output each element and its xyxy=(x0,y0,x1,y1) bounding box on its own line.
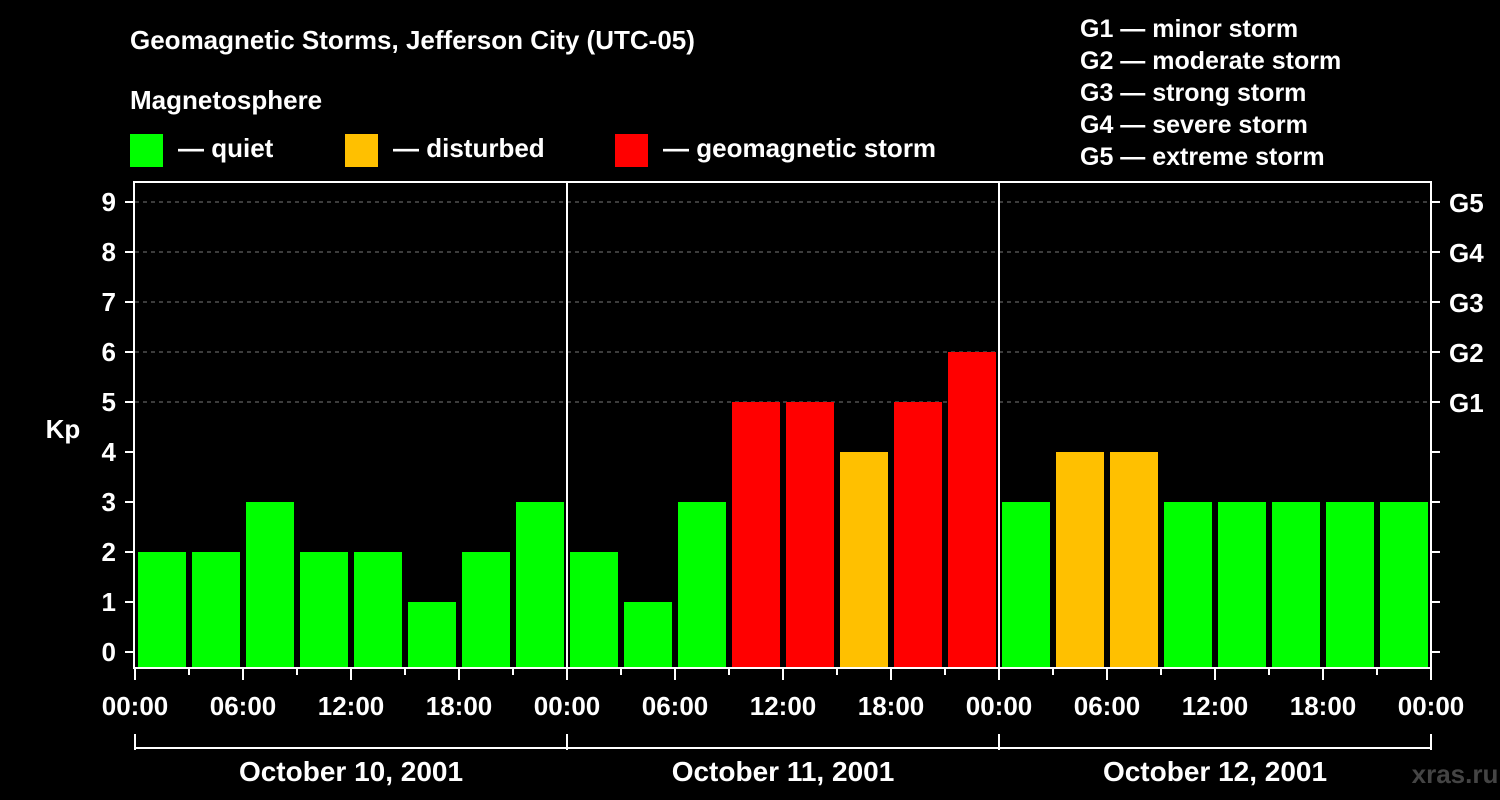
y-tick-label: 3 xyxy=(102,487,116,517)
kp-bar xyxy=(246,502,294,668)
kp-bar xyxy=(570,552,618,668)
date-label: October 12, 2001 xyxy=(1103,756,1327,787)
y-tick-label: 5 xyxy=(102,387,116,417)
watermark: xras.ru xyxy=(1412,759,1499,789)
y-tick-label: 9 xyxy=(102,187,116,217)
x-tick-label: 12:00 xyxy=(750,691,817,721)
legend-swatch-disturbed xyxy=(345,134,378,167)
kp-bar xyxy=(1110,452,1158,668)
x-tick-label: 00:00 xyxy=(102,691,169,721)
x-axis: 00:00 06:00 12:00 18:00 00:00 06:00 12:00 18:00… xyxy=(102,668,1465,787)
kp-bar xyxy=(300,552,348,668)
x-tick-label: 00:00 xyxy=(966,691,1033,721)
g-scale-label: G5 xyxy=(1449,188,1484,218)
y-tick-label: 1 xyxy=(102,587,116,617)
y-tick-label: 4 xyxy=(102,437,117,467)
kp-bar xyxy=(516,502,564,668)
x-tick-label: 18:00 xyxy=(426,691,493,721)
scale-legend-item: G3 — strong storm xyxy=(1080,79,1306,107)
g-scale-label: G4 xyxy=(1449,238,1484,268)
legend-label-disturbed: — disturbed xyxy=(393,133,545,163)
magnetosphere-legend: — quiet — disturbed — geomagnetic storm xyxy=(130,133,936,167)
kp-bar xyxy=(678,502,726,668)
kp-bar xyxy=(732,402,780,668)
legend-label-quiet: — quiet xyxy=(178,133,274,163)
y-axis: 0 1 2 3 4 5 6 7 8 9 xyxy=(102,187,135,667)
g-scale-axis: G1 G2 G3 G4 G5 xyxy=(1430,188,1484,653)
x-tick-label: 12:00 xyxy=(318,691,385,721)
legend-swatch-storm xyxy=(615,134,648,167)
kp-bars xyxy=(138,352,1428,668)
kp-bar xyxy=(1056,452,1104,668)
g-scale-label: G2 xyxy=(1449,338,1484,368)
y-tick-label: 7 xyxy=(102,287,116,317)
storm-scale-legend: G1 — minor storm G2 — moderate storm G3 — … xyxy=(1080,15,1341,171)
kp-bar xyxy=(1218,502,1266,668)
x-tick-label: 06:00 xyxy=(210,691,277,721)
scale-legend-item: G2 — moderate storm xyxy=(1080,47,1341,75)
kp-bar xyxy=(894,402,942,668)
kp-bar xyxy=(786,402,834,668)
x-tick-label: 18:00 xyxy=(858,691,925,721)
kp-bar xyxy=(462,552,510,668)
date-label: October 10, 2001 xyxy=(239,756,463,787)
scale-legend-item: G1 — minor storm xyxy=(1080,15,1298,43)
chart-title: Geomagnetic Storms, Jefferson City (UTC-… xyxy=(130,25,695,55)
y-tick-label: 6 xyxy=(102,337,116,367)
kp-bar xyxy=(1380,502,1428,668)
kp-bar xyxy=(1002,502,1050,668)
x-tick-label: 12:00 xyxy=(1182,691,1249,721)
date-label: October 11, 2001 xyxy=(672,756,895,787)
x-tick-label: 00:00 xyxy=(534,691,601,721)
kp-bar xyxy=(138,552,186,668)
x-tick-label: 00:00 xyxy=(1398,691,1465,721)
g-scale-label: G3 xyxy=(1449,288,1484,318)
y-tick-label: 0 xyxy=(102,637,116,667)
kp-bar xyxy=(840,452,888,668)
x-tick-label: 06:00 xyxy=(642,691,709,721)
x-tick-label: 06:00 xyxy=(1074,691,1141,721)
scale-legend-item: G5 — extreme storm xyxy=(1080,143,1325,171)
kp-bar xyxy=(624,602,672,668)
scale-legend-item: G4 — severe storm xyxy=(1080,111,1308,139)
grid-lines xyxy=(135,201,1430,403)
legend-swatch-quiet xyxy=(130,134,163,167)
g-scale-label: G1 xyxy=(1449,388,1484,418)
legend-label-storm: — geomagnetic storm xyxy=(663,133,936,163)
y-tick-label: 8 xyxy=(102,237,116,267)
kp-bar xyxy=(354,552,402,668)
y-axis-label: Kp xyxy=(46,414,81,444)
legend-heading: Magnetosphere xyxy=(130,85,322,115)
kp-bar xyxy=(1326,502,1374,668)
y-tick-label: 2 xyxy=(102,537,116,567)
kp-bar xyxy=(408,602,456,668)
x-tick-label: 18:00 xyxy=(1290,691,1357,721)
kp-bar xyxy=(1272,502,1320,668)
kp-bar xyxy=(192,552,240,668)
kp-bar xyxy=(1164,502,1212,668)
kp-bar xyxy=(948,352,996,668)
